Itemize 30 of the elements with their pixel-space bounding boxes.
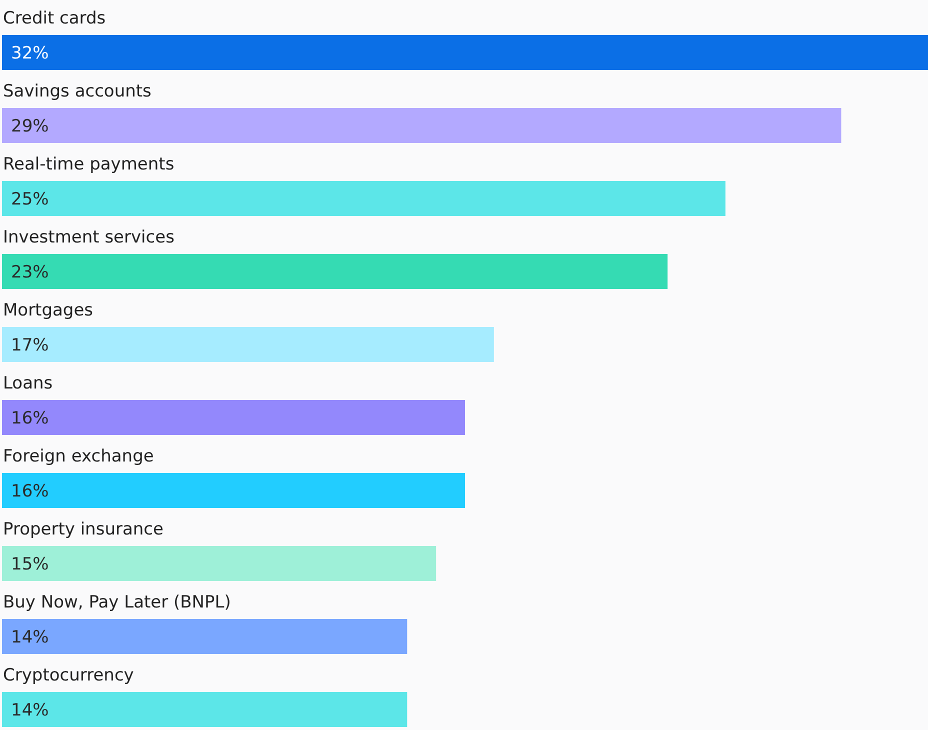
data-label: 25% (11, 190, 49, 210)
y-tick-label: Mortgages (3, 300, 94, 320)
bar (2, 473, 465, 508)
y-tick-label: Real-time payments (3, 154, 174, 174)
bar (2, 546, 436, 581)
data-label: 16% (11, 408, 49, 428)
y-tick-label: Property insurance (3, 520, 164, 540)
data-label: 17% (11, 336, 49, 356)
y-tick-label: Investment services (3, 228, 175, 248)
bar (2, 108, 842, 143)
bar (2, 181, 726, 216)
data-label: 14% (11, 700, 49, 720)
y-tick-label: Credit cards (3, 8, 106, 28)
bar (2, 400, 465, 435)
y-tick-label: Cryptocurrency (3, 666, 134, 686)
data-label: 14% (11, 628, 49, 648)
y-tick-label: Foreign exchange (3, 446, 154, 466)
bar (2, 35, 928, 70)
bar (2, 619, 408, 654)
y-tick-label: Buy Now, Pay Later (BNPL) (3, 592, 231, 612)
y-tick-label: Savings accounts (3, 82, 152, 102)
y-tick-label: Loans (3, 374, 53, 394)
data-label: 15% (11, 554, 49, 574)
data-label: 23% (11, 262, 49, 282)
data-label: 29% (11, 116, 49, 136)
bar (2, 254, 668, 289)
bar (2, 692, 408, 727)
data-label: 16% (11, 482, 49, 502)
bar (2, 327, 494, 362)
data-label: 32% (11, 44, 49, 64)
